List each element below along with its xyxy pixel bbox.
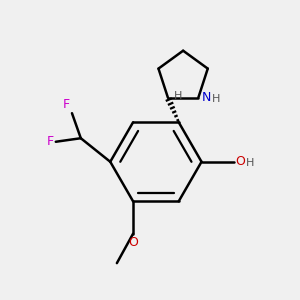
Text: H: H (174, 91, 183, 101)
Text: H: H (212, 94, 220, 104)
Text: O: O (128, 236, 138, 249)
Text: H: H (246, 158, 255, 168)
Text: N: N (201, 91, 211, 104)
Text: O: O (235, 155, 245, 168)
Text: F: F (62, 98, 70, 111)
Text: F: F (46, 135, 53, 148)
